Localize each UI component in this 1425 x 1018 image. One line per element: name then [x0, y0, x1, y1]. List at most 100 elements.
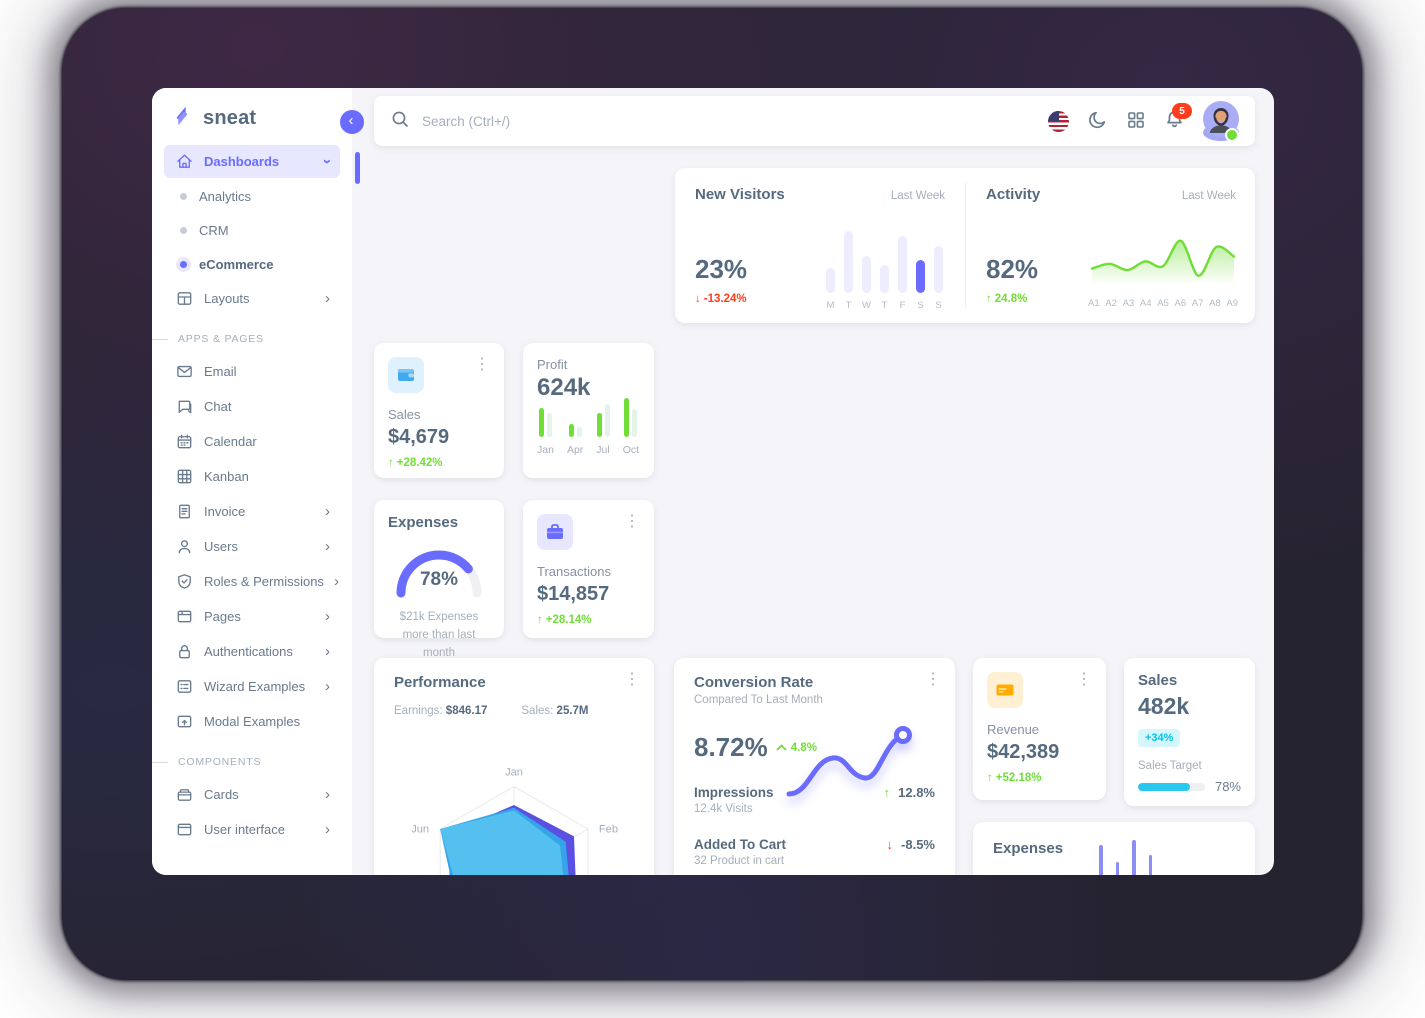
sidebar-item-chat[interactable]: Chat [164, 390, 340, 423]
search-input[interactable] [420, 112, 844, 130]
chevron-right-icon: › [325, 678, 330, 695]
conversion-rate-card: Conversion Rate Compared To Last Month ⋮… [674, 658, 955, 875]
us-flag-icon [1048, 110, 1069, 132]
new-visitors-title: New Visitors [695, 186, 785, 203]
revenue-delta: ↑ +52.18% [987, 772, 1042, 784]
transactions-label: Transactions [537, 564, 611, 579]
sales-label: Sales [388, 407, 421, 422]
added-to-cart-caption: 32 Product in cart [694, 855, 785, 867]
layout-icon [174, 289, 194, 309]
sales-target-progress [1138, 782, 1205, 791]
profit-bar-jul: Jul [596, 393, 610, 456]
card-menu-button[interactable]: ⋮ [921, 670, 945, 690]
performance-card: Performance ⋮ Earnings: $846.17 Sales: 2… [374, 658, 654, 875]
radar-label-jan: Jan [505, 766, 523, 778]
visitors-bar-S: S [934, 219, 943, 311]
chevron-left-icon: ‹ [348, 112, 354, 129]
conversion-subtitle: Compared To Last Month [694, 694, 823, 706]
expenses-caption: $21k Expenses more than last month [399, 611, 479, 659]
sidebar-item-invoice[interactable]: Invoice › [164, 495, 340, 528]
up-arrow-icon: ↑ [987, 772, 993, 784]
home-icon [174, 152, 194, 172]
moon-icon [1087, 109, 1108, 133]
shortcuts-button[interactable] [1126, 110, 1146, 133]
sales-target-badge: +34% [1138, 729, 1181, 747]
kanban-icon [174, 467, 194, 487]
sidebar-item-roles-permissions[interactable]: Roles & Permissions › [164, 565, 340, 598]
card-menu-button[interactable]: ⋮ [620, 512, 644, 532]
profit-bar-chart: Jan Apr Jul Oct [537, 398, 640, 456]
profit-card: Profit 624k Jan Apr Jul Oct [523, 343, 654, 478]
activity-value: 82% [986, 254, 1039, 284]
activity-delta: ↑ 24.8% [986, 293, 1028, 305]
sidebar-item-authentications[interactable]: Authentications › [164, 635, 340, 668]
chevron-right-icon: › [325, 608, 330, 625]
expenses-title: Expenses [388, 514, 459, 531]
sidebar-item-crm[interactable]: CRM [164, 214, 340, 247]
sneat-logo-icon [170, 104, 194, 133]
visitors-bar-M: M [826, 219, 835, 311]
chevron-right-icon: › [333, 573, 339, 590]
sidebar-item-modal-examples[interactable]: Modal Examples [164, 705, 340, 738]
sidebar-section-apps-pages: APPS & PAGES [152, 331, 340, 347]
expenses-bottom-bar-chart [1099, 840, 1152, 875]
revenue-value: $42,389 [987, 741, 1060, 763]
sidebar-menu: Dashboards › Analytics CRM eCommerce Layouts ›… [152, 137, 352, 846]
sidebar-item-cards[interactable]: Cards › [164, 778, 340, 811]
dark-mode-button[interactable] [1087, 109, 1108, 133]
conversion-delta: 4.8% [776, 742, 817, 754]
online-status-dot [1225, 127, 1239, 142]
down-arrow-icon: ↓ [886, 837, 894, 852]
topbar-actions: 5 [1048, 100, 1239, 142]
sidebar-item-dashboards[interactable]: Dashboards › [164, 145, 340, 178]
card-menu-button[interactable]: ⋮ [620, 670, 644, 690]
invoice-icon [174, 502, 194, 522]
chevron-right-icon: › [325, 538, 330, 555]
up-arrow-icon: ↑ [388, 457, 394, 469]
profit-value: 624k [537, 374, 591, 401]
up-arrow-icon: ↑ [537, 614, 543, 626]
impressions-caption: 12.4k Visits [694, 803, 753, 815]
user-avatar[interactable] [1203, 100, 1239, 142]
visitors-bar-S: S [916, 219, 925, 311]
wizard-icon [174, 677, 194, 697]
chat-icon [174, 397, 194, 417]
sidebar-item-calendar[interactable]: Calendar [164, 425, 340, 458]
shield-icon [174, 572, 194, 592]
sidebar-item-analytics[interactable]: Analytics [164, 180, 340, 213]
added-to-cart-row: Added To Cart 32 Product in cart ↓ -8.5% [694, 837, 935, 867]
wallet-icon [388, 357, 424, 393]
search-bar[interactable] [390, 109, 1048, 134]
chevron-down-icon: › [319, 159, 336, 164]
sales-target-title: Sales [1138, 672, 1178, 689]
mail-icon [174, 362, 194, 382]
sidebar-item-users[interactable]: Users › [164, 530, 340, 563]
card-menu-button[interactable]: ⋮ [470, 355, 494, 375]
cards-icon [174, 785, 194, 805]
profit-bar-oct: Oct [623, 393, 639, 456]
ui-icon [174, 820, 194, 840]
activity-line-chart: A1 A2 A3 A4 A5 A6 A7 A8 A9 [1088, 227, 1238, 309]
pages-icon [174, 607, 194, 627]
card-menu-button[interactable]: ⋮ [1072, 670, 1096, 690]
sidebar-item-layouts[interactable]: Layouts › [164, 282, 340, 315]
sidebar-item-kanban[interactable]: Kanban [164, 460, 340, 493]
sidebar-item-wizard-examples[interactable]: Wizard Examples › [164, 670, 340, 703]
down-arrow-icon: ↓ [695, 293, 701, 305]
logo[interactable]: sneat [152, 88, 352, 137]
sidebar-item-ecommerce[interactable]: eCommerce [164, 248, 340, 281]
sidebar-collapse-button[interactable]: ‹ [340, 110, 364, 134]
performance-title: Performance [394, 674, 486, 691]
performance-stats: Earnings: $846.17 Sales: 25.7M [394, 705, 634, 717]
language-flag-button[interactable] [1048, 110, 1069, 132]
sidebar-item-pages[interactable]: Pages › [164, 600, 340, 633]
performance-radar-chart: Jan Feb Jun [394, 733, 634, 875]
sidebar-item-user-interface[interactable]: User interface › [164, 813, 340, 846]
notifications-button[interactable]: 5 [1164, 103, 1192, 133]
user-icon [174, 537, 194, 557]
activity-period: Last Week [1181, 190, 1236, 202]
activity-title: Activity [986, 186, 1041, 203]
sidebar-item-email[interactable]: Email [164, 355, 340, 388]
